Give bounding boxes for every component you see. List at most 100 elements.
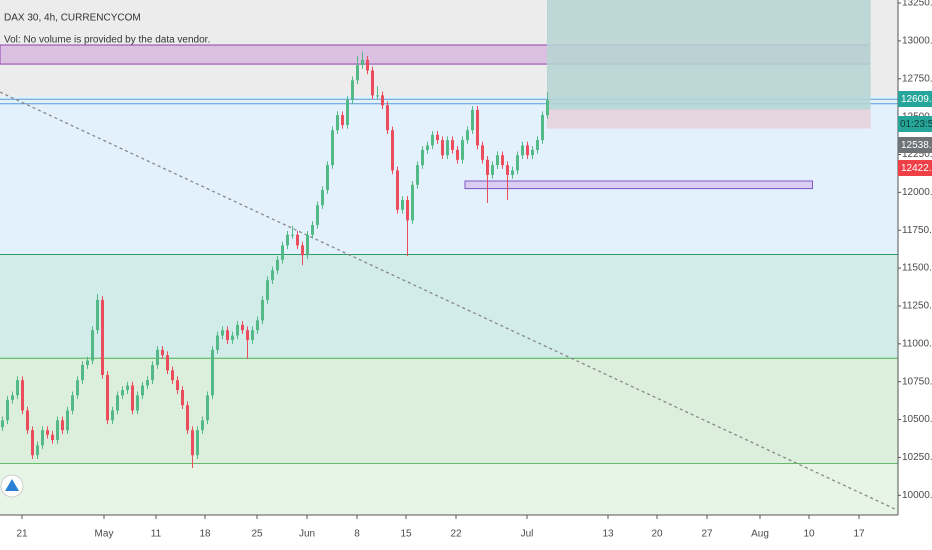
candle-body (361, 59, 364, 66)
x-tick-label: 11 (151, 529, 162, 540)
candle-body (441, 140, 444, 156)
candle-body (156, 349, 159, 366)
candle-body (201, 420, 204, 431)
candle-body (86, 360, 89, 366)
x-tick-label: 22 (450, 529, 462, 540)
candle-body (306, 234, 309, 256)
candle-body (11, 395, 14, 400)
last-price-badge (898, 91, 932, 107)
x-tick-label: 10 (803, 529, 815, 540)
candle-body (301, 245, 304, 256)
candle-body (366, 59, 369, 71)
candle-body (401, 199, 404, 210)
candle-body (266, 280, 269, 300)
x-tick-label: 21 (16, 529, 28, 540)
candle-body (16, 380, 19, 396)
candle-body (281, 245, 284, 260)
y-tick-label: 11250.0 (902, 301, 932, 312)
x-tick-label: 13 (602, 529, 614, 540)
candle-body (466, 130, 469, 141)
candle-body (481, 145, 484, 160)
candle-body (76, 380, 79, 396)
candle-body (171, 370, 174, 381)
candle-body (91, 330, 94, 361)
y-tick-label: 11000.0 (902, 338, 932, 349)
chart-subtitle: Vol: No volume is provided by the data v… (4, 35, 210, 46)
y-tick-label: 12000.0 (902, 187, 932, 198)
x-tick-label: 25 (251, 529, 263, 540)
candle-body (176, 380, 179, 391)
background-zone (0, 254, 898, 359)
candle-body (246, 330, 249, 341)
candle-body (71, 395, 74, 411)
countdown-label: 01:23:52 (900, 119, 932, 130)
candle-body (346, 99, 349, 125)
candle-body (181, 390, 184, 406)
candle-body (521, 145, 524, 156)
candle-body (231, 335, 234, 341)
candle-body (451, 140, 454, 150)
candle-body (351, 80, 354, 100)
candle-body (121, 390, 124, 396)
candle-body (66, 410, 69, 431)
time-axis-bg (0, 515, 932, 550)
candle-body (116, 395, 119, 411)
logo-mark (5, 479, 19, 491)
countdown-badge (898, 116, 932, 132)
candle-body (501, 155, 504, 166)
candle-body (356, 65, 359, 81)
candle-body (316, 205, 319, 225)
candle-body (296, 234, 299, 246)
candle-body (371, 70, 374, 96)
y-tick-label: 11750.0 (902, 225, 932, 236)
candle-body (331, 130, 334, 166)
candle-body (471, 109, 474, 131)
price-badges: 12609.2 01:23:52 12538.3 12422.6 (898, 91, 932, 176)
candle-body (36, 445, 39, 456)
candle-body (406, 199, 409, 221)
candle-body (41, 430, 44, 446)
candle-body (506, 165, 509, 175)
candle-body (6, 399, 9, 421)
drawing-box (464, 180, 813, 190)
y-tick-label: 12750.0 (902, 73, 932, 84)
candle-body (191, 430, 194, 456)
chart-title: DAX 30, 4h, CURRENCYCOM (4, 13, 141, 24)
x-tick-label: Jun (299, 529, 315, 540)
candle-body (131, 385, 134, 411)
candle-body (396, 170, 399, 210)
y-tick-label: 10250.0 (902, 452, 932, 463)
candle-body (526, 145, 529, 156)
candle-body (286, 234, 289, 246)
y-tick-label: 13250.0 (902, 0, 932, 9)
candle-body (381, 95, 384, 106)
x-tick-label: 17 (853, 529, 865, 540)
candle-body (51, 434, 54, 441)
candle-body (61, 420, 64, 431)
y-tick-label: 10000.0 (902, 490, 932, 501)
x-tick-label: 15 (400, 529, 412, 540)
candle-body (516, 155, 519, 171)
candle-body (221, 330, 224, 336)
candle-body (386, 105, 389, 131)
candle-body (101, 299, 104, 375)
candle-body (321, 190, 324, 206)
drawing-box (547, 0, 871, 111)
candle-body (311, 224, 314, 235)
candle-body (241, 324, 244, 331)
last-price-label: 12609.2 (901, 94, 932, 105)
candle-body (341, 115, 344, 125)
candle-body (276, 259, 279, 271)
candle-body (236, 324, 239, 336)
candle-body (326, 165, 329, 191)
candle-body (46, 430, 49, 435)
candle-body (461, 140, 464, 160)
x-tick-label: Aug (751, 529, 769, 540)
bid-label: 12538.3 (901, 140, 932, 151)
candle-body (26, 410, 29, 431)
candle-body (146, 380, 149, 386)
x-tick-label: 20 (651, 529, 663, 540)
candle-body (536, 140, 539, 150)
x-tick-label: Jul (521, 529, 534, 540)
candle-body (271, 270, 274, 281)
